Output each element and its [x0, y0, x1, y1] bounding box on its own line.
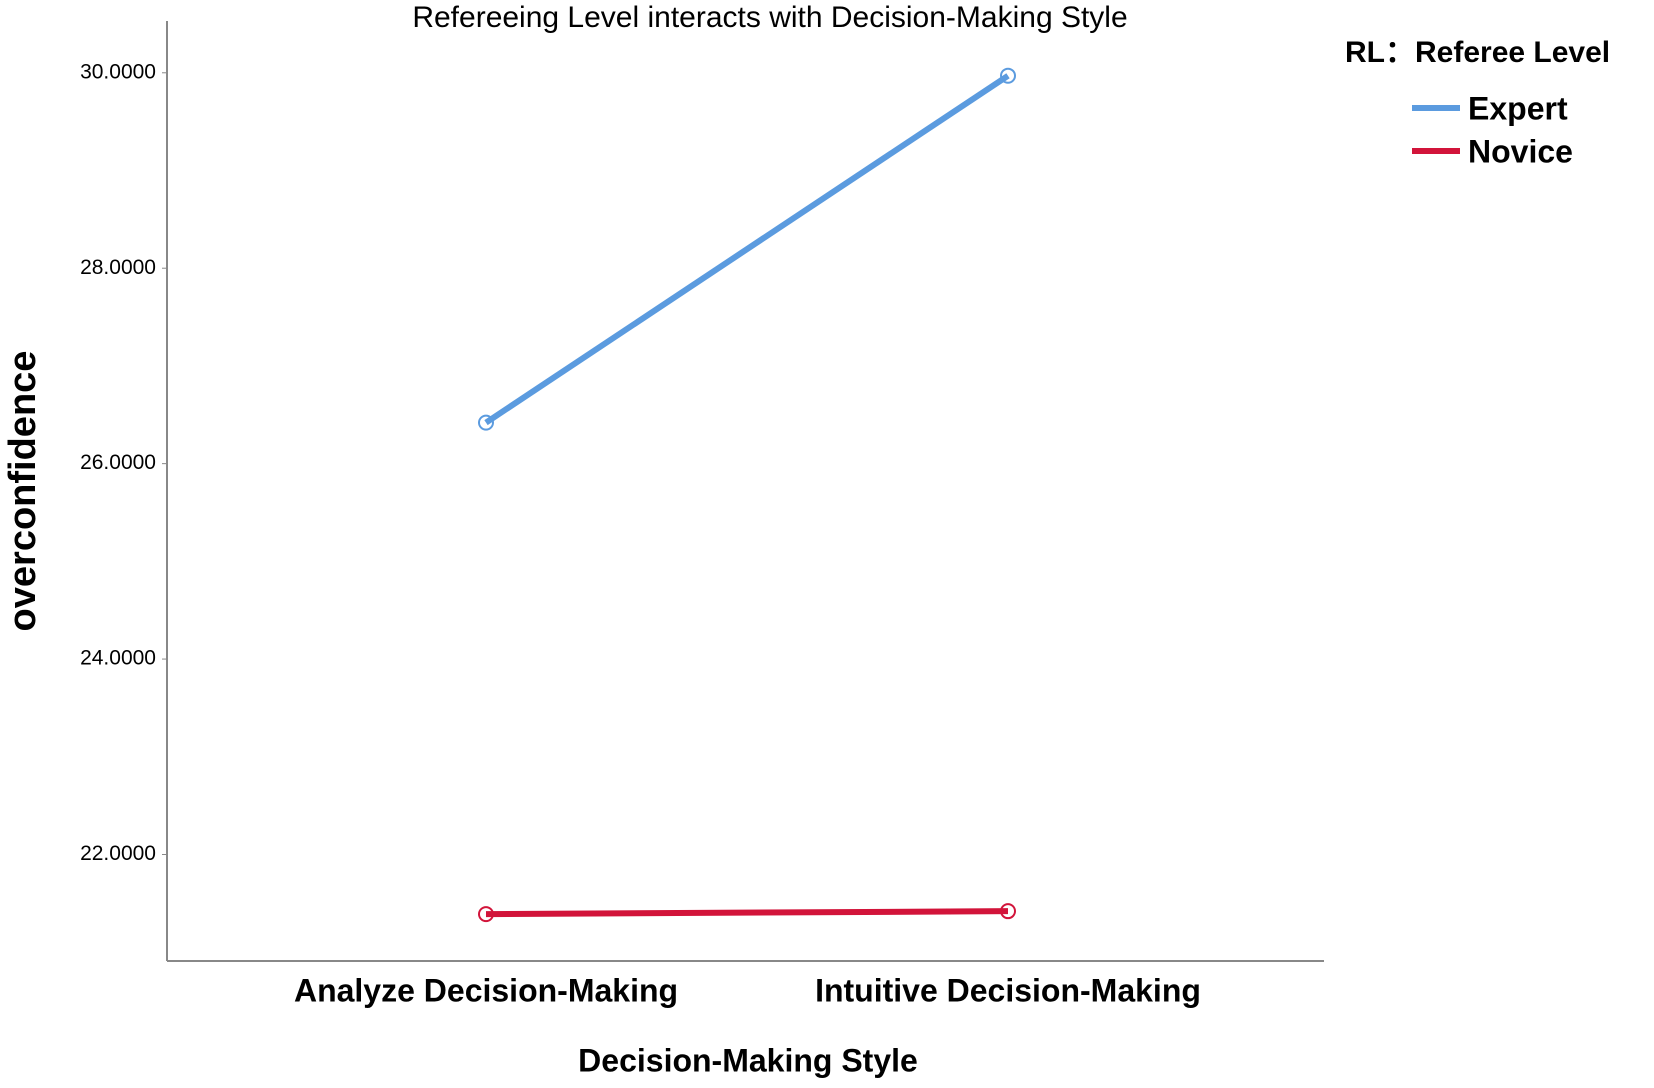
- legend-label: Expert: [1468, 90, 1568, 126]
- legend-title: RL：Referee Level: [1345, 36, 1610, 69]
- y-tick-label: 22.0000: [80, 842, 156, 865]
- y-tick-label: 26.0000: [80, 451, 156, 474]
- series-line: [484, 73, 1010, 426]
- x-tick-label: Analyze Decision-Making: [294, 972, 678, 1008]
- point-marker: [1000, 67, 1016, 84]
- y-tick-label: 28.0000: [80, 256, 156, 279]
- point-marker: [478, 906, 494, 923]
- y-tick-label: 30.0000: [80, 60, 156, 83]
- point-marker: [1000, 903, 1016, 920]
- x-tick-label: Intuitive Decision-Making: [815, 972, 1201, 1008]
- y-tick-label: 24.0000: [80, 647, 156, 670]
- series-line: [485, 908, 1009, 918]
- point-marker: [478, 414, 494, 431]
- x-axis-title: Decision-Making Style: [578, 1042, 918, 1078]
- chart-title: Refereeing Level interacts with Decision…: [412, 1, 1127, 34]
- y-axis-title: overconfidence: [2, 351, 44, 632]
- legend-label: Novice: [1468, 133, 1573, 169]
